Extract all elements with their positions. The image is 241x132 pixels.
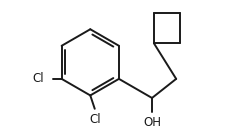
Text: OH: OH — [143, 116, 161, 129]
Text: Cl: Cl — [89, 113, 100, 126]
Text: Cl: Cl — [32, 72, 44, 85]
